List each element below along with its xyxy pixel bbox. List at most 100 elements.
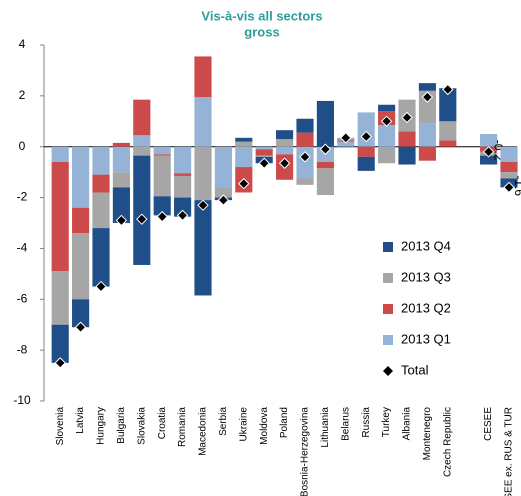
- bar-segment: [439, 140, 457, 147]
- bar-segment: [51, 324, 69, 363]
- legend-label: 2013 Q2: [401, 300, 451, 315]
- x-tick-label: Turkey: [381, 407, 392, 437]
- bar-segment: [357, 112, 375, 147]
- bar-segment: [51, 146, 69, 162]
- total-marker: [258, 157, 270, 169]
- bar-segment: [418, 146, 436, 161]
- x-tick-label: Croatia: [157, 407, 168, 440]
- total-marker: [278, 157, 291, 169]
- bar-segment: [296, 132, 314, 147]
- bar-segment: [235, 141, 253, 147]
- bar-segment: [112, 142, 130, 147]
- total-marker: [442, 83, 454, 96]
- x-tick-label: CESEE: [483, 407, 494, 441]
- bar-segment: [357, 156, 375, 171]
- total-marker: [95, 280, 107, 293]
- bar-segment: [255, 149, 273, 156]
- bar-segment: [153, 154, 171, 156]
- legend-swatch: [383, 273, 393, 283]
- total-marker: [136, 213, 148, 225]
- bar-segment: [439, 121, 457, 141]
- total-marker: [340, 132, 352, 144]
- total-marker: [238, 177, 250, 190]
- bar-segment: [112, 172, 130, 188]
- x-tick-label: Lithuania: [320, 407, 331, 448]
- bar-segment: [72, 299, 90, 328]
- legend-swatch: [383, 242, 393, 252]
- total-marker: [503, 181, 515, 194]
- bar-segment: [378, 125, 396, 147]
- x-tick-label: Czech Republic: [442, 407, 453, 477]
- total-marker: [176, 209, 189, 222]
- bar-segment: [194, 200, 212, 296]
- bar-segment: [174, 175, 192, 198]
- bar-segment: [174, 197, 192, 217]
- total-marker: [421, 91, 434, 103]
- bar-segment: [500, 172, 518, 179]
- bar-segment: [133, 155, 151, 265]
- x-tick-label: Latvia: [75, 407, 86, 434]
- total-marker: [482, 146, 495, 158]
- bar-segment: [51, 271, 69, 325]
- bar-segment: [92, 146, 110, 175]
- x-tick-label: Moldova: [259, 407, 270, 445]
- x-tick-label: Ukraine: [238, 407, 249, 442]
- bar-segment: [174, 146, 192, 174]
- bar-segment: [92, 228, 110, 287]
- data-label: -1.6: [512, 175, 521, 196]
- bar-segment: [214, 187, 232, 198]
- bar-segment: [378, 146, 396, 164]
- legend-swatch: [383, 366, 393, 376]
- x-tick-label: Poland: [279, 407, 290, 438]
- chart-title: Vis-à-vis all sectors: [201, 8, 322, 23]
- bar-segment: [72, 233, 90, 300]
- bar-segment: [153, 196, 171, 216]
- bar-segment: [418, 90, 436, 124]
- bar-segment: [72, 207, 90, 234]
- bar-segment: [276, 139, 294, 147]
- legend-label: 2013 Q4: [401, 238, 451, 253]
- x-tick-label: Russia: [361, 407, 372, 438]
- x-tick-label: Hungary: [96, 407, 107, 445]
- bar-segment: [480, 134, 498, 147]
- total-marker: [197, 199, 209, 211]
- bar-segment: [316, 161, 334, 169]
- bar-segment: [378, 104, 396, 112]
- bar-segment: [235, 137, 253, 142]
- x-tick-label: Romania: [177, 407, 188, 447]
- bar-segment: [255, 146, 273, 150]
- bar-segment: [133, 146, 151, 156]
- bar-segment: [133, 135, 151, 147]
- x-tick-label: Albania: [402, 407, 413, 441]
- bar-segment: [337, 141, 355, 147]
- legend-label: 2013 Q1: [401, 331, 451, 346]
- bar-segment: [296, 118, 314, 133]
- bar-segment: [153, 146, 171, 155]
- total-marker: [401, 111, 413, 124]
- y-tick-label: 2: [19, 88, 26, 102]
- bar-segment: [316, 168, 334, 196]
- bar-segment: [500, 161, 518, 173]
- legend-label: 2013 Q3: [401, 269, 451, 284]
- y-tick-label: 4: [19, 37, 26, 51]
- bar-segment: [480, 155, 498, 165]
- bar-segment: [500, 146, 518, 162]
- bar-segment: [72, 146, 90, 208]
- bar-segment: [276, 146, 294, 155]
- total-marker: [156, 210, 168, 223]
- legend-label: Total: [401, 362, 429, 377]
- bar-segment: [153, 155, 171, 197]
- bar-segment: [276, 130, 294, 140]
- y-tick-label: -6: [17, 291, 28, 305]
- bar-segment: [418, 83, 436, 91]
- total-marker: [115, 214, 128, 227]
- x-tick-label: Bulgaria: [116, 407, 127, 444]
- bar-segment: [92, 174, 110, 193]
- x-tick-label: Bosnia-Herzegovina: [300, 407, 311, 496]
- y-tick-label: -10: [13, 393, 31, 407]
- x-tick-label: Slovenia: [55, 407, 66, 446]
- x-tick-label: Serbia: [218, 407, 229, 436]
- total-marker: [74, 321, 87, 333]
